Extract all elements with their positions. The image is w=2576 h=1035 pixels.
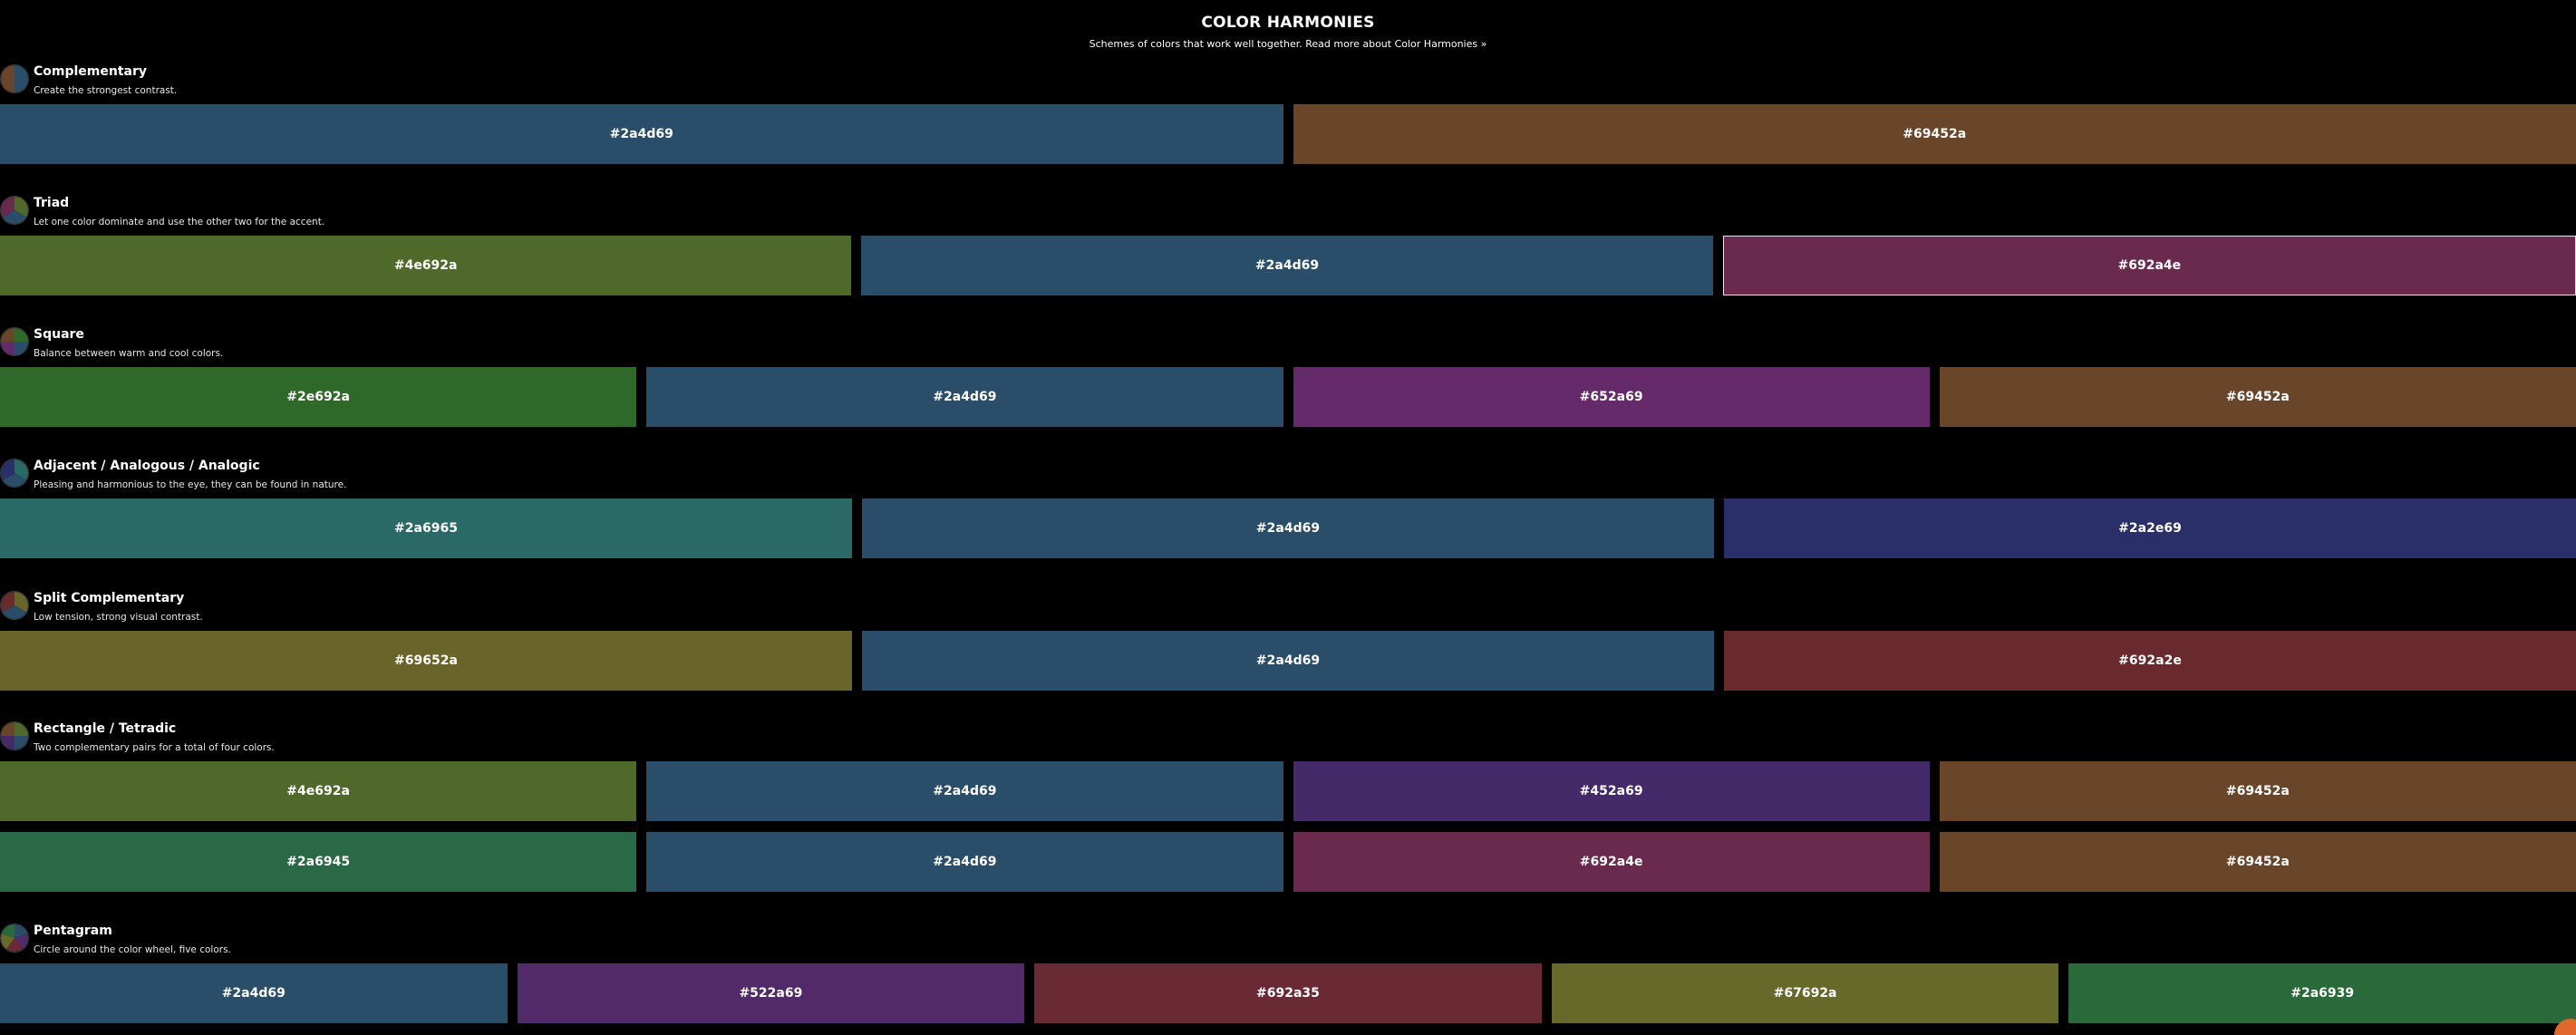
section-adjacent: Adjacent / Analogous / Analogic Pleasing … (0, 458, 2576, 569)
wheel-segment (15, 197, 28, 218)
section-title: Complementary (34, 64, 148, 79)
wheel-segment (15, 328, 28, 342)
color-swatch[interactable]: #652a69 (1293, 367, 1930, 427)
scroll-badge-icon[interactable] (2554, 1019, 2576, 1035)
wheel-segment (1, 197, 15, 218)
section-header: Adjacent / Analogous / Analogic Pleasing … (0, 458, 2576, 498)
section-title: Split Complementary (34, 591, 185, 605)
color-wheel-icon (0, 459, 29, 488)
swatch-row: #2a6945 #2a4d69 #692a4e #69452a (0, 832, 2576, 892)
swatch-row: #69652a #2a4d69 #692a2e (0, 631, 2576, 691)
wheel-segment (1, 736, 15, 750)
section-title: Rectangle / Tetradic (34, 721, 177, 736)
color-wheel-icon (0, 327, 29, 356)
color-swatch[interactable]: #2a6939 (2068, 963, 2576, 1023)
section-header: Triad Let one color dominate and use the … (0, 195, 2576, 236)
color-swatch[interactable]: #2a4d69 (646, 832, 1283, 892)
wheel-segment (15, 736, 28, 750)
wheel-segment (1, 459, 15, 480)
wheel-segment (1, 592, 15, 613)
wheel-segment (15, 924, 28, 938)
color-swatch[interactable]: #69452a (1939, 761, 2576, 821)
swatch-row: #2a4d69 #69452a (0, 104, 2576, 164)
wheel-segment (1, 342, 15, 355)
section-complementary: Complementary Create the strongest contra… (0, 63, 2576, 175)
section-title: Triad (34, 196, 70, 210)
wheel-segment (1, 722, 15, 736)
wheel-segment (15, 459, 28, 480)
color-swatch[interactable]: #2a4d69 (862, 631, 1714, 691)
color-swatch[interactable]: #2a4d69 (862, 498, 1714, 558)
section-description: Circle around the color wheel, five colo… (34, 944, 231, 955)
section-description: Two complementary pairs for a total of f… (34, 742, 275, 753)
swatch-row: #2e692a #2a4d69 #652a69 #69452a (0, 367, 2576, 427)
color-wheel-icon (0, 196, 29, 225)
section-description: Balance between warm and cool colors. (34, 348, 224, 359)
swatch-row: #2a4d69 #522a69 #692a35 #67692a #2a6939 (0, 963, 2576, 1023)
section-title: Square (34, 327, 84, 342)
color-swatch[interactable]: #67692a (1551, 963, 2059, 1023)
color-swatch[interactable]: #2e692a (0, 367, 637, 427)
section-description: Pleasing and harmonious to the eye, they… (34, 479, 347, 490)
color-swatch[interactable]: #2a6965 (0, 498, 852, 558)
color-swatch[interactable]: #2a4d69 (0, 963, 508, 1023)
wheel-segment (6, 938, 23, 952)
color-swatch[interactable]: #2a4d69 (646, 367, 1283, 427)
section-triad: Triad Let one color dominate and use the … (0, 195, 2576, 306)
color-swatch[interactable]: #692a4e (1293, 832, 1930, 892)
wheel-segment (15, 722, 28, 736)
wheel-segment (1, 65, 15, 92)
page-title: COLOR HARMONIES (1201, 14, 1375, 32)
header: COLOR HARMONIES Schemes of colors that w… (0, 0, 2576, 51)
swatch-row: #4e692a #2a4d69 #692a4e (0, 236, 2576, 295)
swatch-row: #4e692a #2a4d69 #452a69 #69452a (0, 761, 2576, 821)
wheel-segment (1, 933, 15, 950)
section-title: Adjacent / Analogous / Analogic (34, 459, 260, 473)
section-square: Square Balance between warm and cool colo… (0, 326, 2576, 438)
color-swatch[interactable]: #2a4d69 (861, 236, 1713, 295)
section-description: Let one color dominate and use the other… (34, 217, 325, 227)
swatch-row: #2a6965 #2a4d69 #2a2e69 (0, 498, 2576, 558)
color-wheel-icon (0, 721, 29, 750)
wheel-segment (15, 342, 28, 355)
section-header: Complementary Create the strongest contra… (0, 63, 2576, 104)
color-swatch[interactable]: #4e692a (0, 236, 852, 295)
color-swatch[interactable]: #692a35 (1034, 963, 1542, 1023)
section-header: Square Balance between warm and cool colo… (0, 326, 2576, 367)
wheel-segment (15, 933, 28, 950)
color-swatch[interactable]: #69452a (1293, 104, 2576, 164)
section-split-complementary: Split Complementary Low tension, strong v… (0, 590, 2576, 701)
color-wheel-icon (0, 924, 29, 953)
color-swatch[interactable]: #2a6945 (0, 832, 637, 892)
section-title: Pentagram (34, 924, 112, 938)
color-swatch[interactable]: #452a69 (1293, 761, 1930, 821)
color-swatch[interactable]: #2a2e69 (1724, 498, 2576, 558)
color-swatch[interactable]: #69452a (1939, 832, 2576, 892)
color-swatch[interactable]: #69652a (0, 631, 852, 691)
color-swatch[interactable]: #2a4d69 (646, 761, 1283, 821)
section-pentagram: Pentagram Circle around the color wheel, … (0, 923, 2576, 1034)
section-description: Create the strongest contrast. (34, 85, 178, 96)
color-swatch[interactable]: #692a2e (1724, 631, 2576, 691)
section-rectangle: Rectangle / Tetradic Two complementary pa… (0, 721, 2576, 903)
section-description: Low tension, strong visual contrast. (34, 612, 203, 623)
color-swatch[interactable]: #4e692a (0, 761, 637, 821)
wheel-segment (15, 65, 28, 92)
wheel-segment (15, 592, 28, 613)
color-swatch[interactable]: #692a4e (1722, 236, 2576, 295)
section-header: Split Complementary Low tension, strong v… (0, 590, 2576, 631)
page-subtitle-link[interactable]: Schemes of colors that work well togethe… (1089, 38, 1487, 50)
color-wheel-icon (0, 64, 29, 93)
color-swatch[interactable]: #522a69 (517, 963, 1025, 1023)
color-swatch[interactable]: #2a4d69 (0, 104, 1283, 164)
section-header: Pentagram Circle around the color wheel, … (0, 923, 2576, 963)
color-swatch[interactable]: #69452a (1939, 367, 2576, 427)
wheel-segment (1, 924, 15, 938)
color-wheel-icon (0, 591, 29, 620)
wheel-segment (1, 328, 15, 342)
section-header: Rectangle / Tetradic Two complementary pa… (0, 721, 2576, 761)
